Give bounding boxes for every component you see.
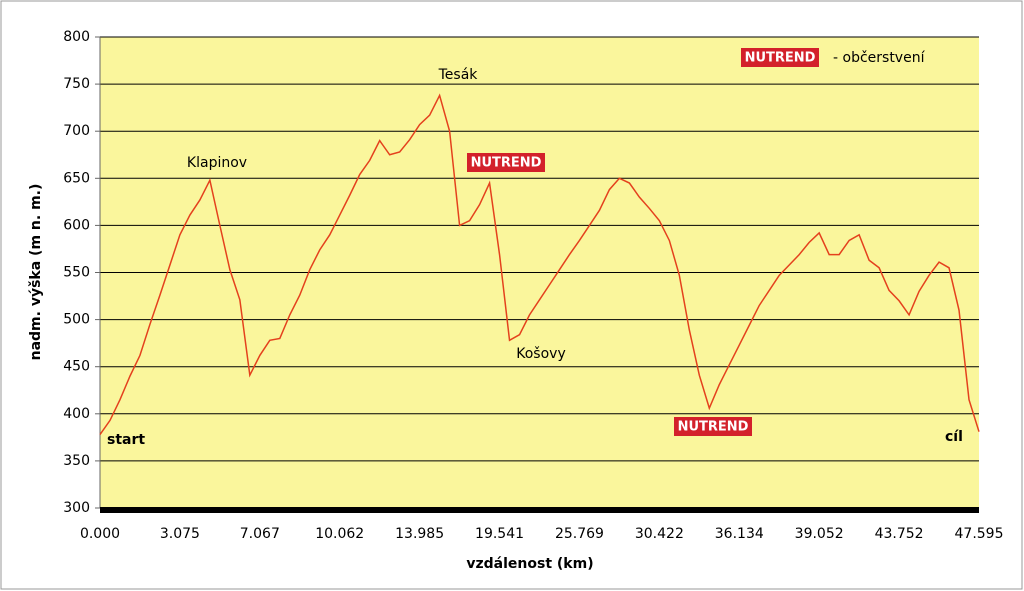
badge-label: NUTREND [745, 51, 816, 66]
badge [674, 417, 752, 436]
annotation: Košovy [516, 346, 565, 362]
y-tick-label: 750 [63, 76, 90, 92]
y-tick-label: 350 [63, 453, 90, 469]
y-tick-label: 450 [63, 359, 90, 375]
x-tick-label: 0.000 [80, 526, 120, 542]
y-tick-label: 400 [63, 406, 90, 422]
x-tick-label: 36.134 [715, 526, 764, 542]
y-tick-label: 800 [63, 29, 90, 45]
x-tick-label: 19.541 [475, 526, 524, 542]
y-axis-title: nadm. výška (m n. m.) [28, 184, 44, 361]
x-axis-title: vzdálenost (km) [466, 556, 593, 572]
x-tick-label: 10.062 [315, 526, 364, 542]
badge [467, 153, 545, 172]
annotation: cíl [945, 429, 963, 445]
annotation: - občerstvení [833, 50, 926, 66]
x-axis [100, 507, 979, 513]
x-tick-label: 43.752 [875, 526, 924, 542]
x-tick-label: 7.067 [240, 526, 280, 542]
annotation: Klapinov [187, 155, 247, 171]
y-tick-label: 600 [63, 217, 90, 233]
badge-label: NUTREND [471, 156, 542, 171]
badge-label: NUTREND [678, 420, 749, 435]
y-tick-label: 550 [63, 265, 90, 281]
annotation: start [107, 432, 145, 448]
x-tick-label: 47.595 [955, 526, 1004, 542]
y-tick-label: 500 [63, 312, 90, 328]
x-tick-label: 25.769 [555, 526, 604, 542]
annotation: Tesák [438, 67, 479, 83]
x-tick-label: 3.075 [160, 526, 200, 542]
badge [741, 48, 819, 67]
y-tick-label: 300 [63, 500, 90, 516]
x-tick-label: 30.422 [635, 526, 684, 542]
y-tick-label: 700 [63, 123, 90, 139]
x-tick-label: 39.052 [795, 526, 844, 542]
y-tick-label: 650 [63, 170, 90, 186]
elevation-line [99, 93, 980, 435]
x-tick-label: 13.985 [395, 526, 444, 542]
